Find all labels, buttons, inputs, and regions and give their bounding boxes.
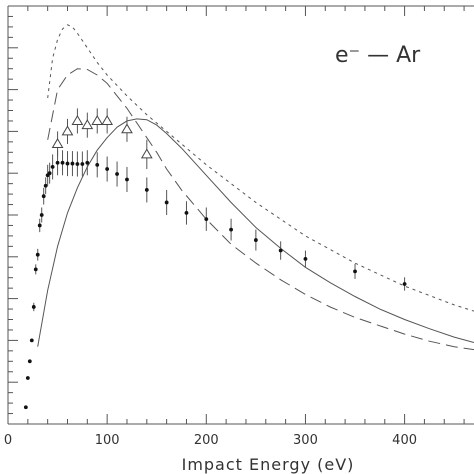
series-solid-line — [37, 118, 474, 347]
data-point — [65, 161, 70, 166]
data-point — [402, 282, 407, 286]
data-point — [353, 269, 357, 274]
data-point — [27, 359, 32, 364]
data-point — [37, 223, 42, 228]
data-point — [33, 267, 38, 272]
data-point — [105, 167, 110, 171]
data-point — [164, 200, 169, 205]
data-point — [25, 376, 30, 380]
data-point — [95, 162, 100, 167]
x-tick-label: 0 — [4, 433, 12, 448]
data-point — [144, 188, 149, 192]
data-point-triangle — [101, 114, 114, 125]
data-point — [35, 252, 40, 257]
data-point — [80, 162, 85, 166]
data-point-triangle — [121, 123, 133, 134]
x-tick-labels: 0 100 200 300 400 — [4, 433, 417, 448]
data-point — [253, 238, 258, 242]
data-point-triangle — [81, 119, 94, 130]
x-tick-label: 300 — [293, 433, 318, 448]
x-tick-label: 200 — [194, 433, 219, 448]
data-point — [75, 162, 80, 166]
data-point — [55, 160, 60, 165]
series-long-dash-line — [47, 68, 474, 351]
data-point — [184, 211, 189, 215]
data-point — [43, 183, 48, 188]
x-tick-label: 100 — [95, 433, 120, 448]
data-point-triangle — [51, 137, 64, 148]
data-point — [50, 165, 55, 169]
data-point — [204, 217, 209, 222]
data-point — [85, 160, 90, 165]
data-point — [125, 177, 129, 182]
series-layer — [23, 24, 474, 410]
x-axis-label: Impact Energy (eV) — [182, 455, 355, 474]
data-point — [303, 256, 308, 261]
data-point — [115, 172, 119, 176]
data-point — [70, 161, 75, 166]
data-point — [39, 213, 44, 217]
axis-ticks — [7, 5, 465, 425]
data-point — [278, 248, 283, 253]
series-short-dash-line — [47, 24, 474, 312]
x-tick-label: 400 — [392, 433, 417, 448]
series-open-triangle-points — [51, 108, 153, 170]
data-point — [29, 338, 34, 343]
data-point — [23, 405, 28, 410]
data-point-triangle — [91, 114, 104, 125]
series-filled-circle-points — [23, 150, 407, 410]
data-point — [60, 160, 65, 165]
data-point — [41, 194, 46, 199]
data-point-triangle — [140, 148, 153, 159]
data-point-triangle — [71, 114, 84, 125]
chart-annotation: e⁻ — Ar — [335, 43, 421, 68]
data-point — [229, 227, 233, 232]
data-point — [31, 305, 36, 309]
data-point — [47, 171, 52, 176]
data-point-triangle — [61, 125, 74, 136]
